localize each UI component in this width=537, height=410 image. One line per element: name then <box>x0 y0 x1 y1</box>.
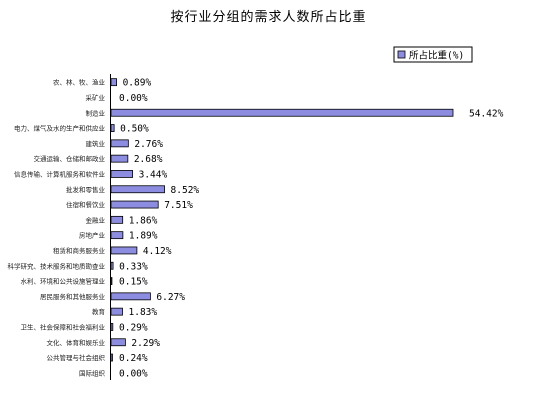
bar <box>110 200 159 209</box>
value-label: 2.76% <box>134 139 163 150</box>
category-label: 住宿和餐饮业 <box>66 200 106 209</box>
bar <box>110 338 126 347</box>
legend-frame <box>393 46 473 63</box>
value-label: 0.33% <box>119 261 148 272</box>
value-labels: 0.89% 0.00% 54.42% 0.50% 2.76% 2.68% 3.44%8.52… <box>119 78 504 380</box>
bar <box>110 185 165 194</box>
bar <box>110 170 134 178</box>
value-label: 2.29% <box>131 338 160 349</box>
value-label: 7.51% <box>164 200 193 211</box>
value-label: 0.00% <box>119 93 148 104</box>
bar <box>110 292 151 301</box>
bar <box>110 215 124 224</box>
category-label: 房地产业 <box>79 231 106 240</box>
legend: 所占比重(%) <box>393 46 473 63</box>
category-label: 公共管理与社会组织 <box>47 353 106 362</box>
bar <box>110 353 113 362</box>
value-label: 0.29% <box>119 322 148 333</box>
category-label: 批发和零售业 <box>66 185 106 194</box>
value-label: 0.00% <box>119 368 148 379</box>
category-label: 卫生、社会保障和社会福利业 <box>21 322 106 331</box>
category-label: 农、林、牧、渔业 <box>53 78 106 87</box>
category-label: 金融业 <box>86 215 106 224</box>
value-label: 1.83% <box>129 307 158 318</box>
value-label: 2.68% <box>134 154 163 165</box>
chart-title: 按行业分组的需求人数所占比重 <box>170 10 367 25</box>
value-label: 54.42% <box>469 108 504 119</box>
category-label: 采矿业 <box>86 93 106 102</box>
value-label: 6.27% <box>156 292 185 303</box>
category-label: 制造业 <box>86 108 106 117</box>
category-label: 居民服务和其他服务业 <box>40 292 106 301</box>
value-label: 1.89% <box>129 231 158 242</box>
category-label: 交通运输、仓储和邮政业 <box>34 154 106 163</box>
bar <box>110 78 117 87</box>
value-label: 4.12% <box>143 246 172 257</box>
bar <box>110 277 113 285</box>
category-label: 文化、体育和娱乐业 <box>47 338 106 347</box>
value-label: 1.86% <box>129 215 158 226</box>
value-label: 0.24% <box>119 353 148 364</box>
legend-label: 所占比重(%) <box>409 50 464 62</box>
category-label: 电力、煤气及水的生产和供应业 <box>14 124 106 133</box>
category-label: 建筑业 <box>86 139 106 148</box>
category-label: 信息传输、计算机服务和软件业 <box>14 169 106 178</box>
bar <box>110 307 123 316</box>
bar <box>110 154 129 163</box>
category-labels: 农、林、牧、渔业采矿业制造业电力、煤气及水的生产和供应业建筑业交通运输、仓储和邮… <box>8 78 106 378</box>
value-label: 0.50% <box>120 124 149 135</box>
bar <box>110 124 115 132</box>
category-label: 水利、环境和公共设施管理业 <box>21 277 106 286</box>
legend-swatch <box>397 50 406 59</box>
bar <box>110 139 129 148</box>
value-label: 8.52% <box>171 185 200 196</box>
value-label: 3.44% <box>139 169 168 180</box>
bar <box>110 246 138 255</box>
bar <box>110 231 124 240</box>
category-label: 租赁和商务服务业 <box>53 246 106 255</box>
bar <box>110 323 114 331</box>
value-label: 0.15% <box>119 277 148 288</box>
bar <box>110 108 454 117</box>
category-label: 教育 <box>92 307 106 316</box>
bars <box>110 78 454 362</box>
value-label: 0.89% <box>123 78 152 89</box>
category-label: 国际组织 <box>79 368 106 377</box>
category-label: 科学研究、技术服务和地质勘查业 <box>8 261 106 270</box>
bar <box>110 261 114 270</box>
